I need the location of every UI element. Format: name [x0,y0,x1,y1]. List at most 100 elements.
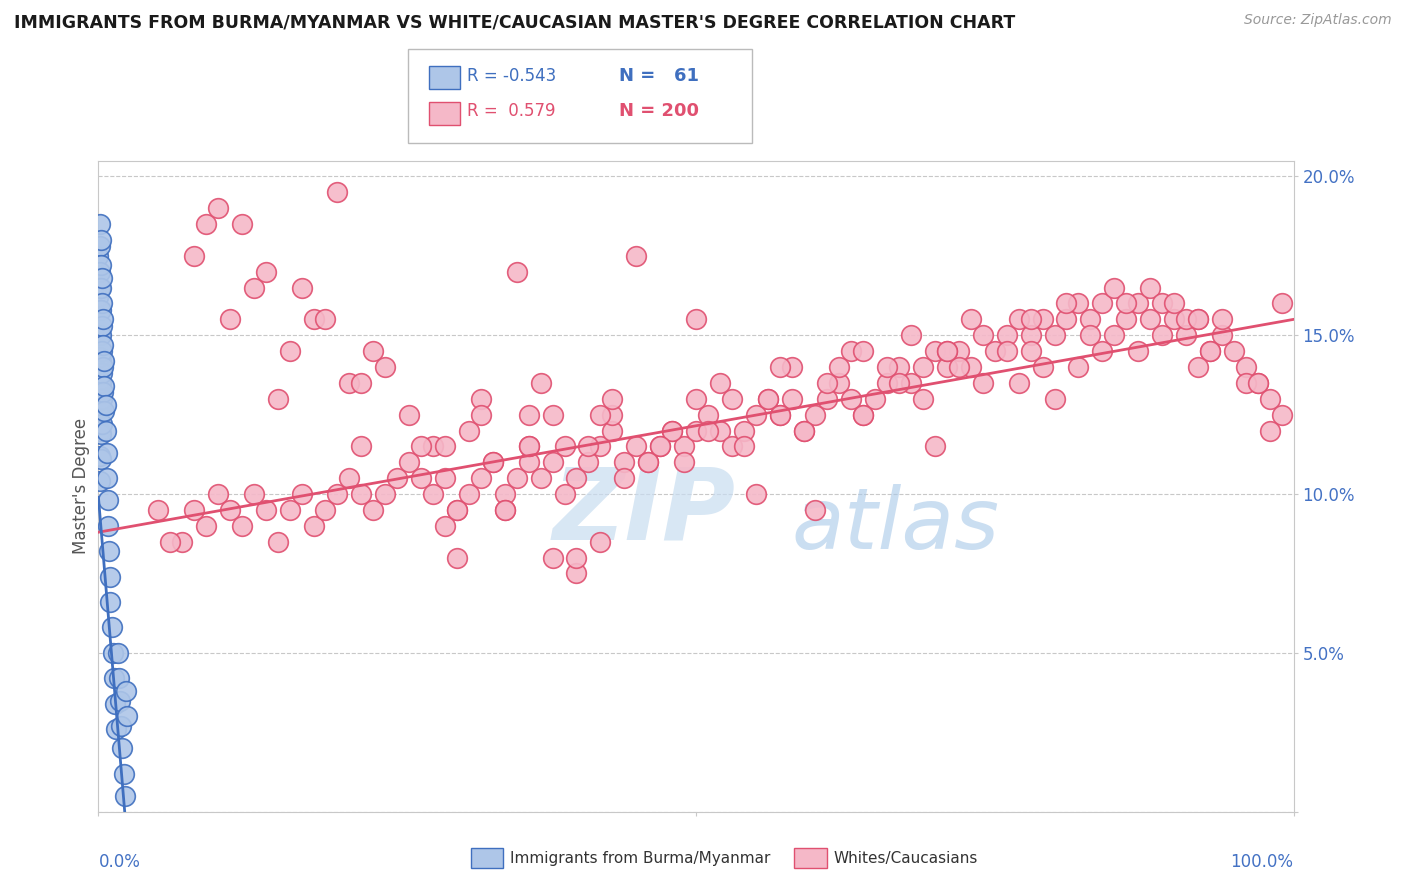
Point [589,408,612,422]
Point [90,302,112,317]
Point [315,312,337,326]
Point [98,595,122,609]
Point [852,344,875,359]
Text: Source: ZipAtlas.com: Source: ZipAtlas.com [1244,13,1392,28]
Point [600,408,623,422]
Point [1234,376,1257,390]
Point [600,424,623,438]
Point [697,424,720,438]
Point [254,265,277,279]
Point [89,424,111,438]
Point [183,503,205,517]
Point [411,471,433,485]
Point [780,392,803,406]
Point [804,408,827,422]
Point [350,487,373,501]
Point [90,353,112,368]
Point [1246,376,1268,390]
Point [624,439,647,453]
Point [91,392,114,406]
Point [91,359,114,374]
Point [89,265,111,279]
Point [1187,359,1209,374]
Point [804,503,827,517]
Point [470,471,492,485]
Point [91,367,114,381]
Point [648,439,672,453]
Point [576,455,599,469]
Point [89,351,111,365]
Point [91,296,114,310]
Point [398,455,420,469]
Point [90,376,112,390]
Point [1091,344,1114,359]
Point [326,186,349,200]
Point [1091,296,1114,310]
Point [565,471,588,485]
Point [385,471,409,485]
Point [90,280,112,294]
Point [745,408,768,422]
Point [948,359,970,374]
Point [243,280,266,294]
Point [1102,280,1125,294]
Point [959,312,981,326]
Point [529,376,551,390]
Point [1222,344,1246,359]
Point [350,376,373,390]
Text: Immigrants from Burma/Myanmar: Immigrants from Burma/Myanmar [510,851,770,865]
Point [900,376,922,390]
Point [96,471,118,485]
Point [1019,344,1042,359]
Point [1150,296,1173,310]
Point [90,426,112,441]
Point [709,424,731,438]
Point [721,439,744,453]
Point [290,280,312,294]
Point [1128,296,1150,310]
Point [93,353,115,368]
Point [685,424,707,438]
Point [1258,424,1281,438]
Point [661,424,683,438]
Point [685,392,707,406]
Point [733,424,755,438]
Point [108,693,131,707]
Point [470,392,492,406]
Point [924,344,946,359]
Point [613,471,636,485]
Y-axis label: Master's Degree: Master's Degree [72,418,90,554]
Point [733,439,755,453]
Point [1175,328,1198,343]
Point [97,519,120,533]
Point [828,359,851,374]
Text: atlas: atlas [792,483,1000,566]
Point [1067,296,1090,310]
Point [589,534,612,549]
Point [219,503,242,517]
Point [114,789,136,803]
Point [1271,296,1294,310]
Point [104,697,127,711]
Point [97,493,120,508]
Point [1102,328,1125,343]
Point [793,424,815,438]
Point [839,344,862,359]
Point [600,392,623,406]
Point [207,487,229,501]
Point [398,408,420,422]
Point [219,312,242,326]
Point [576,439,599,453]
Point [89,328,111,343]
Point [1187,312,1209,326]
Point [637,455,659,469]
Point [278,344,301,359]
Point [1139,312,1161,326]
Point [1198,344,1220,359]
Point [852,408,875,422]
Point [756,392,779,406]
Point [411,439,433,453]
Point [494,487,516,501]
Text: 0.0%: 0.0% [98,853,141,871]
Point [148,503,170,517]
